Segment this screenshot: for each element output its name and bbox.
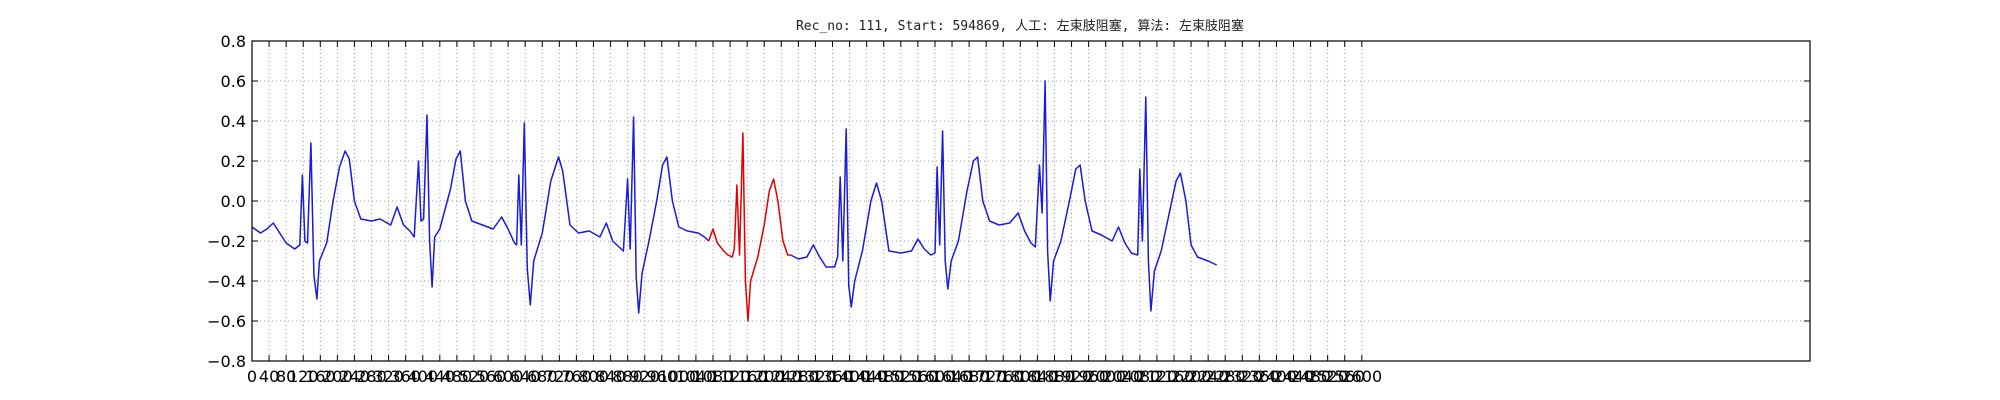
x-tick-label: 920 — [629, 367, 660, 386]
x-tick-label: 2320 — [1222, 367, 1263, 386]
chart-title: Rec_no: 111, Start: 594869, 人工: 左束肢阻塞, 算… — [796, 18, 1244, 34]
y-tick-label: 0.0 — [221, 192, 246, 211]
x-tick-labels: 0 408012016020024028032036040044048052056… — [247, 367, 1382, 386]
x-tick-label: 2240 — [1188, 367, 1229, 386]
x-tick-label: 2080 — [1119, 367, 1160, 386]
x-tick-label: 2040 — [1102, 367, 1143, 386]
x-tick-label: 880 — [612, 367, 643, 386]
x-tick-label: 480 — [442, 367, 473, 386]
x-tick-label: 2440 — [1273, 367, 1314, 386]
x-tick-label: 2120 — [1137, 367, 1178, 386]
ecg-trace-segment-2 — [707, 132, 791, 322]
x-tick-label: 2000 — [1085, 367, 1126, 386]
x-tick-label: 560 — [476, 367, 507, 386]
x-tick-label: 1400 — [829, 367, 870, 386]
y-tick-label: −0.8 — [207, 352, 246, 371]
x-tick-label: 1640 — [932, 367, 973, 386]
x-tick-label: 160 — [305, 367, 336, 386]
x-tick-label: 2600 — [1341, 367, 1382, 386]
x-tick-label: 1200 — [744, 367, 785, 386]
y-tick-label: 0.2 — [221, 152, 246, 171]
x-tick-label: 2520 — [1307, 367, 1348, 386]
x-tick-label: 1080 — [693, 367, 734, 386]
x-tick-label: 1120 — [710, 367, 751, 386]
y-tick-label: 0.8 — [221, 32, 246, 51]
x-tick-label: 240 — [339, 367, 370, 386]
y-tick-labels: −0.8 −0.6 −0.4 −0.2 0.0 0.2 0.4 0.6 0.8 — [207, 32, 246, 371]
x-tick-label: 1960 — [1068, 367, 1109, 386]
x-tick-label: 440 — [425, 367, 456, 386]
x-tick-label: 1440 — [846, 367, 887, 386]
x-tick-label: 680 — [527, 367, 558, 386]
x-tick-label: 2280 — [1205, 367, 1246, 386]
x-tick-label: 0 — [247, 367, 257, 386]
x-tick-label: 1280 — [778, 367, 819, 386]
x-tick-label: 800 — [578, 367, 609, 386]
x-tick-label: 1040 — [676, 367, 717, 386]
series-group — [251, 80, 1218, 322]
ecg-trace-segment-1 — [251, 114, 710, 314]
x-tick-label: 1800 — [1000, 367, 1041, 386]
x-tick-label: 1760 — [983, 367, 1024, 386]
x-tick-label: 520 — [459, 367, 490, 386]
y-tick-label: −0.4 — [207, 272, 246, 291]
x-tick-label: 1600 — [915, 367, 956, 386]
x-tick-label: 280 — [356, 367, 387, 386]
x-tick-label: 1920 — [1051, 367, 1092, 386]
x-tick-label: 720 — [544, 367, 575, 386]
x-tick-label: 1520 — [880, 367, 921, 386]
grid — [252, 41, 1810, 361]
y-tick-label: 0.6 — [221, 72, 246, 91]
x-tick-label: 2480 — [1290, 367, 1331, 386]
x-tick-label: 2160 — [1154, 367, 1195, 386]
x-tick-label: 760 — [561, 367, 592, 386]
x-tick-label: 320 — [373, 367, 404, 386]
x-tick-label: 1560 — [898, 367, 939, 386]
x-tick-label: 80 — [276, 367, 296, 386]
x-tick-label: 360 — [390, 367, 421, 386]
ecg-trace-segment-3 — [790, 80, 1218, 312]
x-tick-label: 1680 — [949, 367, 990, 386]
x-tick-label: 840 — [595, 367, 626, 386]
y-tick-label: −0.2 — [207, 232, 246, 251]
x-tick-label: 600 — [493, 367, 524, 386]
x-tick-label: 400 — [407, 367, 438, 386]
x-tick-label: 1320 — [795, 367, 836, 386]
x-tick-label: 200 — [322, 367, 353, 386]
x-tick-label: 960 — [647, 367, 678, 386]
x-tick-label: 120 — [288, 367, 319, 386]
x-tick-label: 1840 — [1017, 367, 1058, 386]
x-tick-label: 2400 — [1256, 367, 1297, 386]
y-tick-label: −0.6 — [207, 312, 246, 331]
x-tick-label: 1480 — [863, 367, 904, 386]
x-tick-label: 40 — [259, 367, 279, 386]
axis-ticks — [251, 40, 1810, 362]
x-tick-label: 1720 — [966, 367, 1007, 386]
x-tick-label: 640 — [510, 367, 541, 386]
x-tick-label: 1360 — [812, 367, 853, 386]
x-tick-label: 1000 — [658, 367, 699, 386]
x-tick-label: 2560 — [1324, 367, 1365, 386]
x-tick-label: 1160 — [727, 367, 768, 386]
x-tick-label: 1240 — [761, 367, 802, 386]
y-tick-label: 0.4 — [221, 112, 246, 131]
x-tick-label: 2200 — [1171, 367, 1212, 386]
x-tick-label: 1880 — [1034, 367, 1075, 386]
x-tick-label: 2360 — [1239, 367, 1280, 386]
